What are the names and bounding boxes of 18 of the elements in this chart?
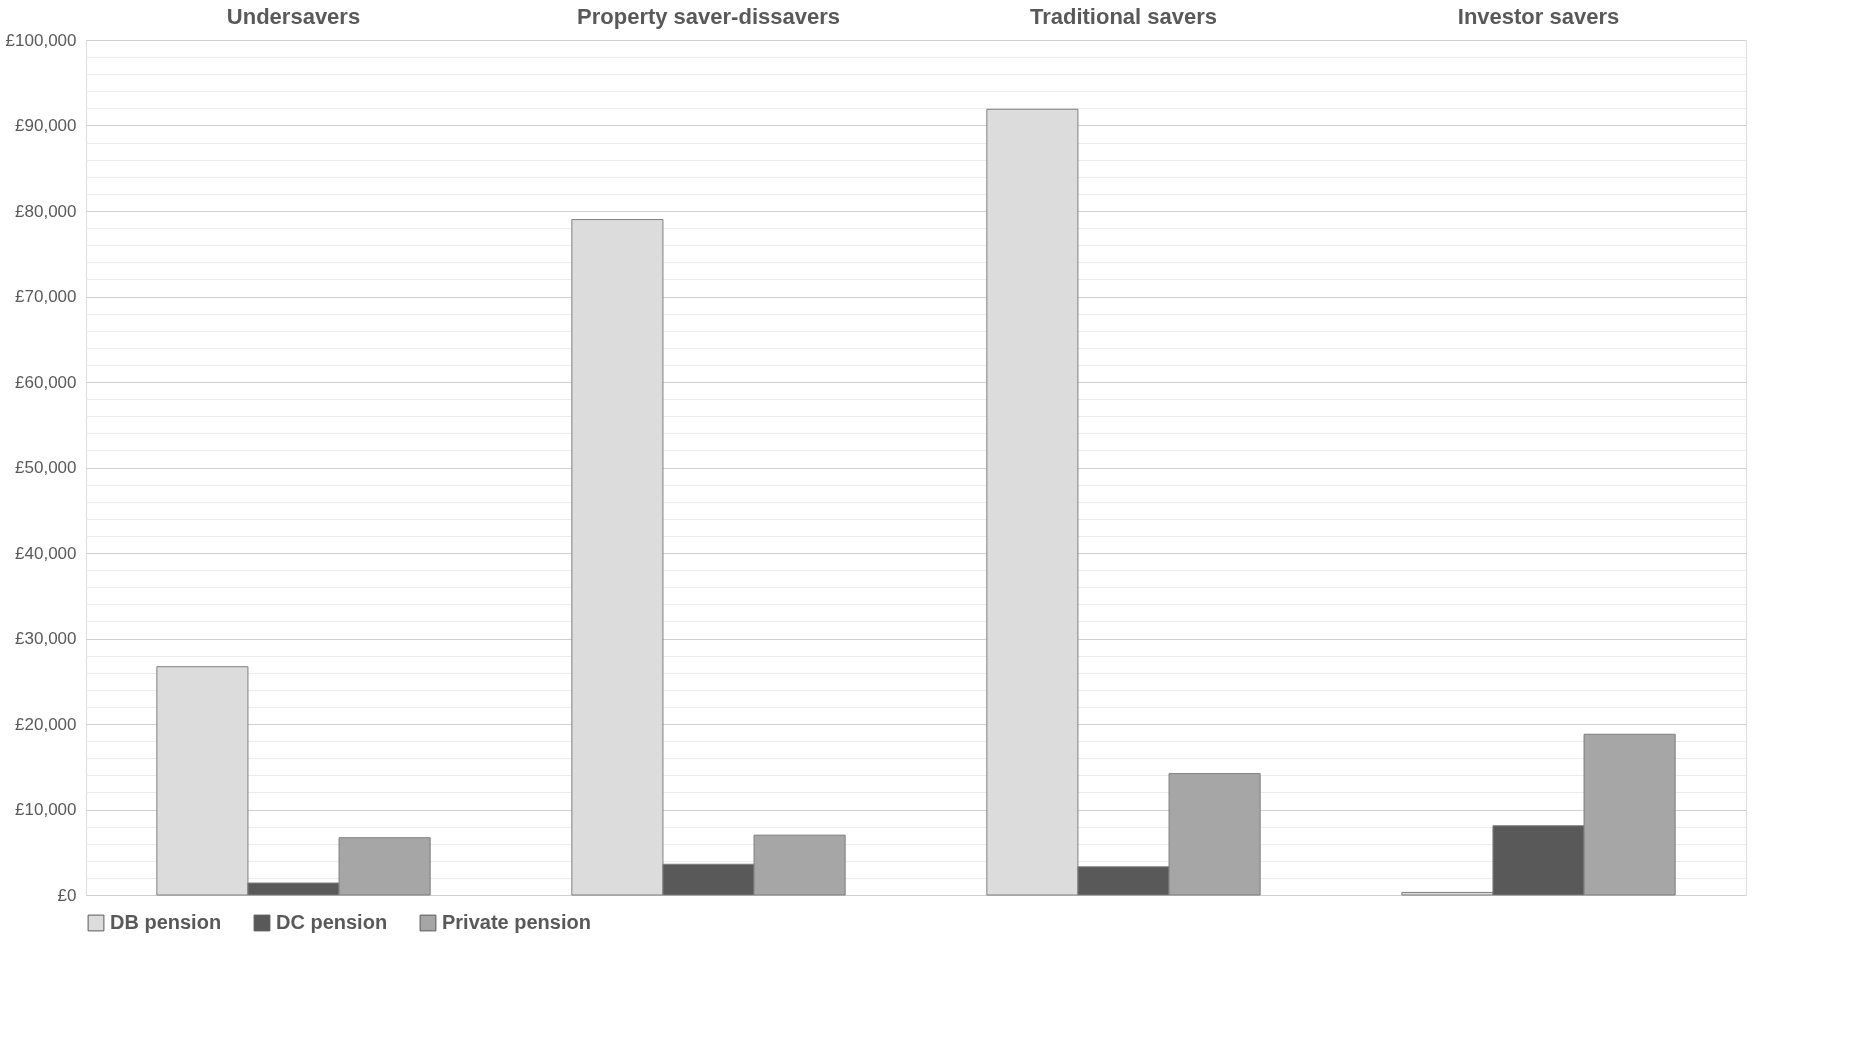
y-tick-label: £60,000	[15, 372, 77, 392]
y-tick-label: £80,000	[15, 201, 77, 221]
legend-label: DB pension	[110, 911, 222, 933]
y-tick-label: £90,000	[15, 116, 77, 135]
x-tick-label: Undersavers	[226, 3, 361, 29]
y-tick-label: £20,000	[15, 714, 77, 734]
y-tick-label: £70,000	[15, 287, 77, 306]
y-tick-label: £10,000	[15, 800, 77, 819]
x-tick-label: Property saver-dissavers	[577, 3, 840, 29]
y-tick-label: £40,000	[15, 543, 77, 563]
y-tick-label: £50,000	[15, 458, 77, 477]
x-tick-label: Traditional savers	[1029, 3, 1218, 29]
x-tick-label: Investor savers	[1457, 3, 1620, 29]
legend-label: DC pension	[276, 911, 388, 933]
y-tick-label: £100,000	[5, 30, 77, 50]
y-tick-label: £0	[57, 885, 77, 905]
y-tick-label: £30,000	[15, 629, 77, 648]
legend-label: Private pension	[442, 911, 591, 933]
